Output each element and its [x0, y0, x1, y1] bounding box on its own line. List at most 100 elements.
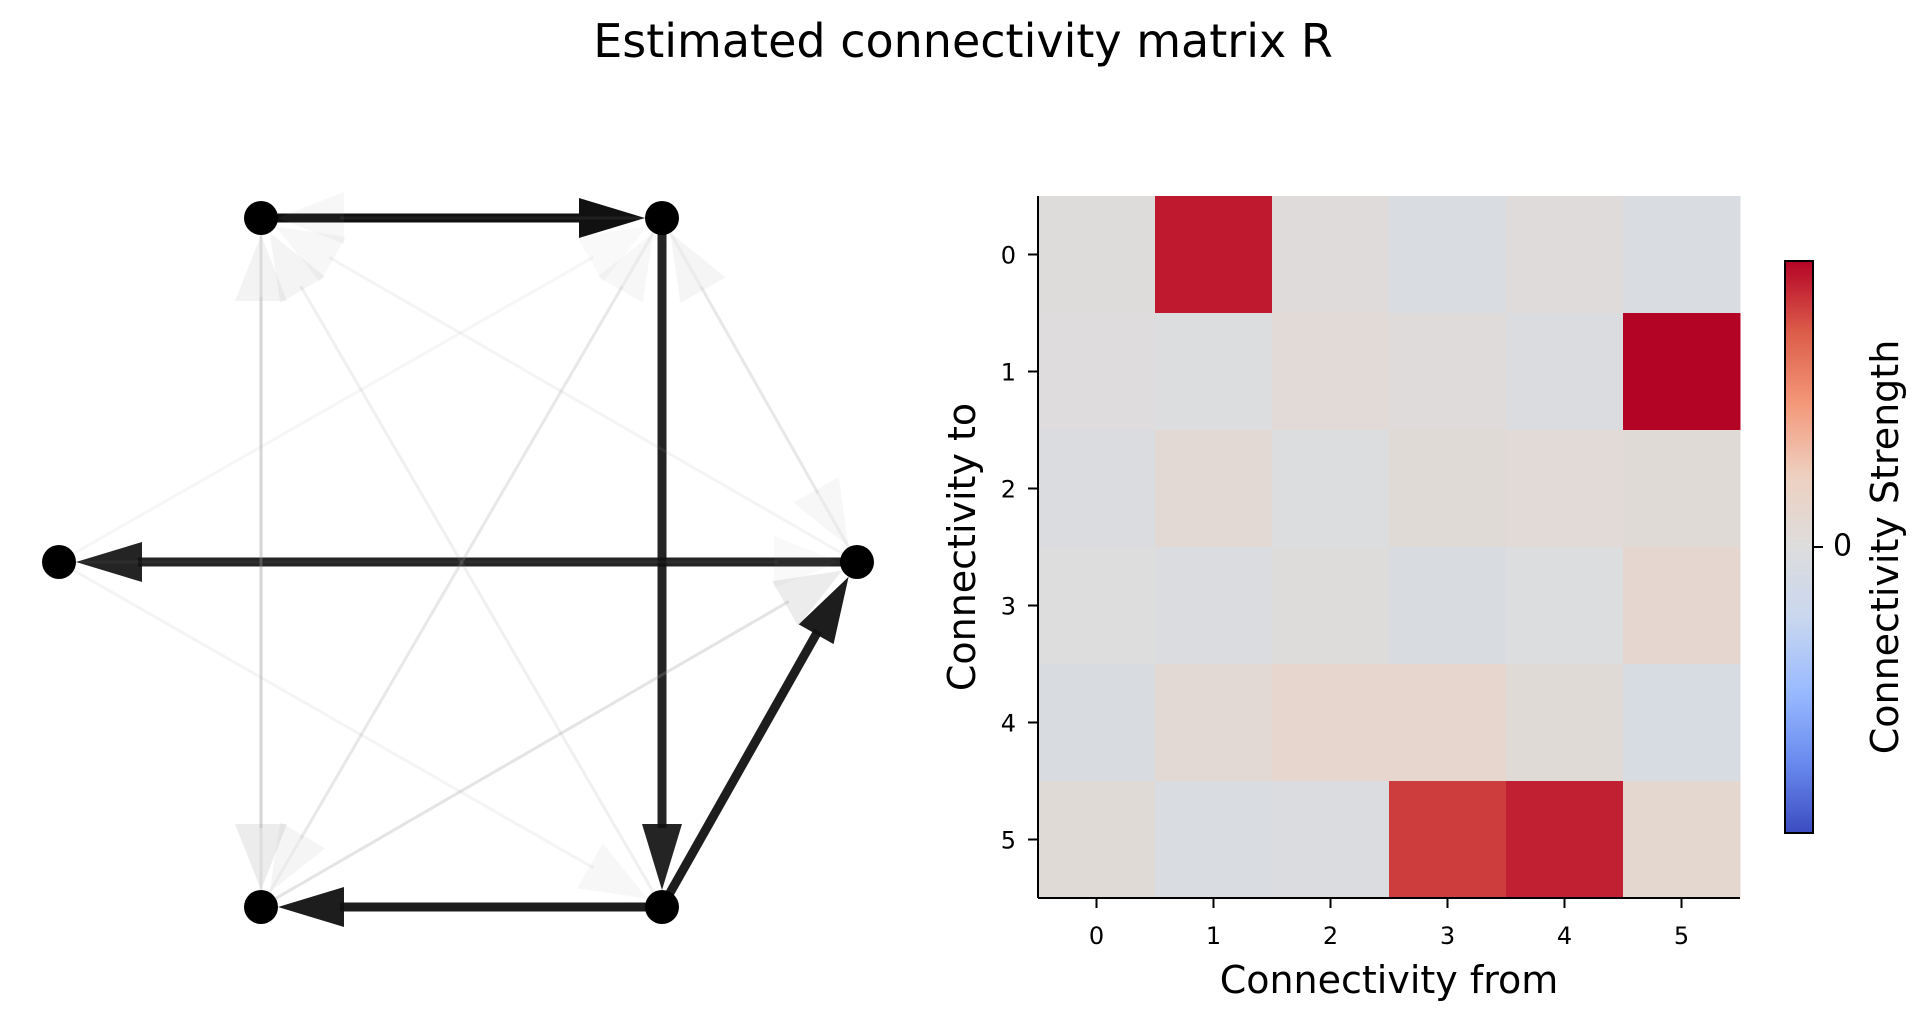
heatmap-cell	[1272, 547, 1390, 665]
heatmap-cell	[1155, 547, 1273, 665]
heatmap-cell	[1272, 664, 1390, 782]
edge-arrowhead	[798, 576, 849, 645]
colorbar-gradient	[1784, 260, 1814, 834]
edge-arrowhead	[577, 226, 648, 282]
edge-arrowhead	[577, 843, 648, 899]
heatmap-cell	[1389, 547, 1507, 665]
graph-node	[42, 545, 76, 579]
y-tick-label: 1	[1001, 359, 1016, 387]
graph-edge	[269, 232, 664, 908]
heatmap-cell	[1155, 196, 1273, 314]
graph-node	[244, 201, 278, 235]
heatmap-cell	[1506, 547, 1624, 665]
edge-line	[260, 600, 790, 909]
heatmap-cell	[1389, 313, 1507, 431]
graph-edge	[261, 198, 645, 238]
heatmap-cell	[1272, 430, 1390, 548]
graph-edge	[235, 235, 287, 907]
edge-line	[299, 217, 664, 840]
heatmap-cell	[1155, 430, 1273, 548]
edge-arrowhead	[597, 232, 654, 303]
graph-node	[840, 545, 874, 579]
edge-line	[660, 217, 820, 495]
edge-arrowhead	[269, 232, 326, 303]
edge-arrowhead	[269, 822, 326, 893]
graph-edge	[260, 570, 843, 909]
y-tick-label: 4	[1001, 710, 1016, 738]
graph-edge	[278, 887, 662, 927]
edge-line	[259, 285, 624, 908]
edge-line	[328, 256, 858, 564]
edge-arrowhead	[235, 235, 287, 301]
y-tick-label: 2	[1001, 476, 1016, 504]
graph-edge	[76, 542, 857, 582]
edge-line	[58, 560, 595, 870]
graph-node	[645, 201, 679, 235]
graph-edge	[660, 217, 849, 548]
x-tick-label: 0	[1089, 922, 1104, 950]
heatmap-axes	[1037, 196, 1740, 899]
graph-edge	[658, 576, 849, 910]
heatmap-cell	[1389, 664, 1507, 782]
edge-arrowhead	[76, 542, 142, 582]
graph-edge	[58, 226, 648, 564]
colorbar-tick-label: 0	[1833, 529, 1852, 564]
heatmap-cell	[1623, 547, 1741, 665]
edge-line	[658, 628, 823, 910]
y-tick-label: 0	[1001, 242, 1016, 270]
edge-line	[699, 285, 859, 563]
heatmap-cell	[1389, 430, 1507, 548]
edge-arrowhead	[579, 198, 645, 238]
colorbar-label: Connectivity Strength	[1863, 340, 1907, 755]
heatmap-cells	[1038, 196, 1741, 899]
graph-edge	[59, 536, 840, 588]
x-tick-label: 2	[1323, 922, 1338, 950]
edge-arrowhead	[642, 824, 682, 890]
x-tick-label: 1	[1206, 922, 1221, 950]
heatmap-cell	[1623, 781, 1741, 899]
graph-edge	[259, 232, 654, 908]
x-tick-label: 5	[1674, 922, 1689, 950]
heatmap-cell	[1506, 196, 1624, 314]
edge-line	[58, 255, 595, 564]
x-tick-labels: 0 1 2 3 4 5	[1089, 898, 1689, 950]
heatmap-cell	[1272, 196, 1390, 314]
heatmap-cell	[1272, 781, 1390, 899]
heatmap-cell	[1038, 547, 1156, 665]
x-tick-label: 3	[1440, 922, 1455, 950]
edge-arrowhead	[670, 232, 726, 304]
graph-node	[645, 890, 679, 924]
graph-edge	[278, 192, 662, 244]
edge-arrowhead	[772, 570, 843, 627]
graph-edge	[275, 226, 858, 564]
heatmap-cell	[1038, 313, 1156, 431]
heatmap-cell	[1506, 430, 1624, 548]
heatmap-cell	[1389, 196, 1507, 314]
heatmap-cell	[1623, 430, 1741, 548]
heatmap-cell	[1506, 664, 1624, 782]
edge-arrowhead	[774, 536, 840, 588]
heatmap-cell	[1506, 781, 1624, 899]
heatmap-cell	[1272, 313, 1390, 431]
heatmap-cell	[1038, 664, 1156, 782]
edge-arrowhead	[278, 887, 344, 927]
heatmap-cell	[1038, 781, 1156, 899]
x-axis-label: Connectivity from	[1220, 958, 1559, 1002]
heatmap-cell	[1155, 781, 1273, 899]
heatmap-cell	[1623, 313, 1741, 431]
heatmap-cell	[1038, 196, 1156, 314]
graph-edge	[670, 232, 859, 563]
y-tick-label: 5	[1001, 827, 1016, 855]
heatmap-cell	[1038, 430, 1156, 548]
y-tick-label: 3	[1001, 593, 1016, 621]
heatmap-cell	[1623, 664, 1741, 782]
figure-title: Estimated connectivity matrix R	[593, 14, 1333, 68]
edge-arrowhead	[793, 476, 849, 548]
edge-line	[299, 285, 664, 908]
edge-arrowhead	[235, 824, 287, 890]
heatmap-cell	[1155, 664, 1273, 782]
heatmap-cell	[1389, 781, 1507, 899]
graph-edges	[58, 192, 859, 927]
